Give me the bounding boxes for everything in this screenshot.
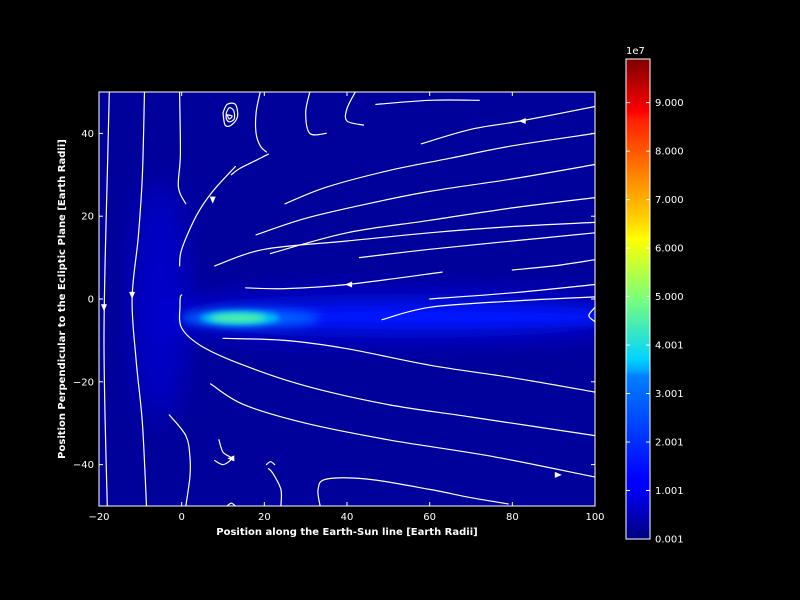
streamline [284,132,595,205]
streamline [210,383,595,478]
sheet-peak [210,313,266,323]
colorbar-tick-label: 3.001 [655,389,684,400]
streamline-arrow [129,291,136,299]
streamline [177,92,187,205]
colorbar-tick-label: 6.000 [655,244,684,255]
streamline [511,259,595,271]
streamline [214,221,595,267]
x-tick-label: 0 [178,512,184,523]
streamline [255,163,595,236]
y-tick-label: 0 [88,295,94,306]
streamline [225,107,236,123]
streamline [179,165,236,267]
streamline-arrow [227,455,235,462]
streamline-arrow [554,471,562,478]
streamline [168,414,192,506]
colorbar-multiplier: 1e7 [626,46,645,57]
x-tick-label: 40 [341,512,354,523]
streamline [178,294,595,437]
colorbar-tick-label: 8.000 [655,147,684,158]
streamline [226,114,233,120]
bow-glow [132,180,188,420]
streamline [103,92,110,506]
streamline-arrow [345,281,353,288]
streamlines [101,92,595,506]
x-tick-label: −20 [88,512,109,523]
colorbar-gradient [625,58,651,540]
y-axis-label: Position Perpendicular to the Ecliptic P… [57,139,68,459]
y-tick-label: −40 [73,460,94,471]
y-tick-label: −20 [73,377,94,388]
streamline [381,296,595,321]
streamline [420,105,595,145]
y-tick-label: 20 [81,212,94,223]
streamline [267,468,283,506]
streamline [269,197,595,255]
colorbar-tick-label: 4.001 [655,341,684,352]
streamline [317,477,509,506]
colorbar-ticks: 0.001 1.001 2.001 3.001 4.001 5.000 6.000 7.000… [626,98,684,546]
x-axis: −20 0 20 40 60 80 100 [88,92,605,523]
streamline [265,461,276,466]
streamline [344,92,365,126]
streamline [131,92,148,506]
streamline [230,153,270,176]
streamline [245,271,443,290]
x-tick-label: 80 [506,512,519,523]
y-tick-label: 40 [81,129,94,140]
colorbar-tick-label: 0.001 [655,535,684,546]
streamline [226,502,236,506]
streamline-arrow [518,118,526,124]
colorbar-tick-label: 2.001 [655,438,684,449]
streamline [429,283,595,300]
streamline [375,99,480,105]
x-tick-label: 60 [423,512,436,523]
sheet-core [230,308,595,326]
streamline [254,92,267,153]
x-axis-label: Position along the Earth-Sun line [Earth… [216,527,477,538]
colorbar-tick-label: 5.000 [655,292,684,303]
streamline [305,92,327,136]
streamline [222,102,239,128]
streamline [222,337,595,393]
colorbar-tick-label: 9.000 [655,98,684,109]
colorbar-tick-label: 1.001 [655,486,684,497]
y-axis: 40 20 0 −20 −40 [73,129,595,471]
colorbar: 1e7 0.001 1.001 2.001 3.001 4.001 5.000 6.000 7… [625,46,684,546]
streamline [358,232,595,259]
streamline-arrow [209,196,216,204]
streamline [588,306,595,323]
heatmap [99,92,595,506]
streamline-arrow [101,304,107,312]
x-tick-label: 20 [258,512,271,523]
x-tick-label: 100 [585,512,604,523]
colorbar-tick-label: 7.000 [655,195,684,206]
